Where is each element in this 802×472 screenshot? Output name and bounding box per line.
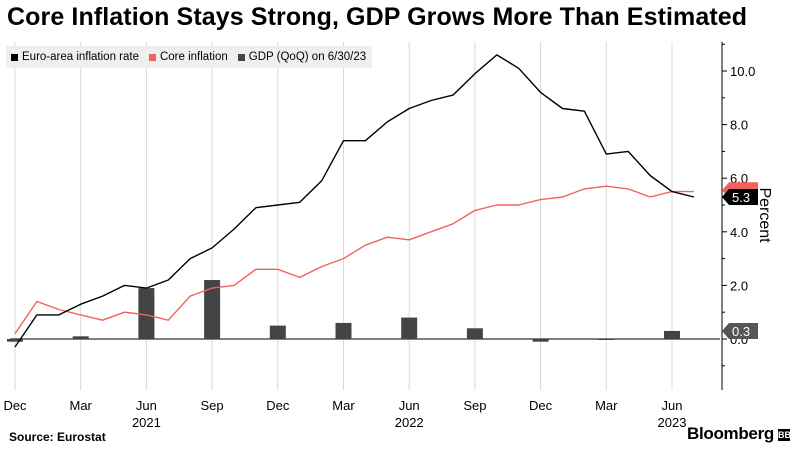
x-year-label: 2021: [132, 415, 161, 430]
source-note: Source: Eurostat: [9, 430, 106, 444]
y-axis-label: Percent: [756, 187, 773, 243]
gdp-bar: [204, 280, 221, 339]
legend-swatch-inflation: [11, 53, 18, 61]
legend-label-gdp: GDP (QoQ) on 6/30/23: [248, 51, 367, 63]
x-tick-label: Dec: [529, 398, 553, 413]
x-tick-label: Jun: [136, 398, 157, 413]
chart-title: Core Inflation Stays Strong, GDP Grows M…: [7, 3, 748, 31]
inflation-rate-line: [14, 54, 695, 348]
x-tick-label: Jun: [662, 398, 683, 413]
x-year-label: 2023: [658, 415, 687, 430]
gdp-end-badge: [722, 322, 758, 339]
x-tick-label: Sep: [463, 398, 486, 413]
y-tick-label: 10.0: [730, 64, 755, 79]
x-tick-label: Jun: [399, 398, 420, 413]
gdp-bar: [138, 288, 155, 339]
gdp-bar: [401, 317, 418, 339]
y-tick-label: 8.0: [730, 118, 748, 133]
x-tick-label: Sep: [201, 398, 224, 413]
brand-logo: Bloomberg: [686, 424, 774, 443]
x-tick-label: Mar: [332, 398, 355, 413]
brand-mark-icon: BB: [778, 429, 791, 441]
x-tick-label: Mar: [595, 398, 618, 413]
legend-label-inflation: Euro-area inflation rate: [22, 51, 139, 63]
gdp-bar: [598, 339, 615, 340]
gdp-bar: [7, 339, 23, 342]
legend: Euro-area inflation rate Core inflation …: [6, 46, 373, 68]
gdp-bar: [72, 336, 89, 339]
x-tick-label: Dec: [266, 398, 290, 413]
gdp-bar: [335, 322, 352, 339]
gdp-bar: [269, 325, 286, 339]
inflation-end-badge: [722, 188, 758, 205]
gdp-bar: [664, 330, 680, 339]
inflation-end-badge-label: 5.3: [732, 190, 750, 205]
gdp-bar: [532, 339, 549, 342]
gdp-end-badge-label: 0.3: [732, 324, 750, 339]
x-tick-label: Mar: [70, 398, 93, 413]
legend-swatch-gdp: [237, 53, 245, 61]
x-tick-label: Dec: [3, 398, 27, 413]
legend-item-gdp[interactable]: GDP (QoQ) on 6/30/23: [237, 51, 367, 63]
x-year-label: 2022: [395, 415, 424, 430]
legend-item-core[interactable]: Core inflation: [148, 51, 228, 63]
legend-swatch-core: [148, 53, 156, 61]
gdp-bar: [466, 328, 483, 339]
y-tick-label: 2.0: [730, 278, 748, 293]
core-inflation-line: [14, 185, 694, 334]
legend-item-inflation[interactable]: Euro-area inflation rate: [11, 51, 139, 63]
y-tick-label: 4.0: [730, 225, 748, 240]
legend-label-core: Core inflation: [159, 51, 228, 63]
